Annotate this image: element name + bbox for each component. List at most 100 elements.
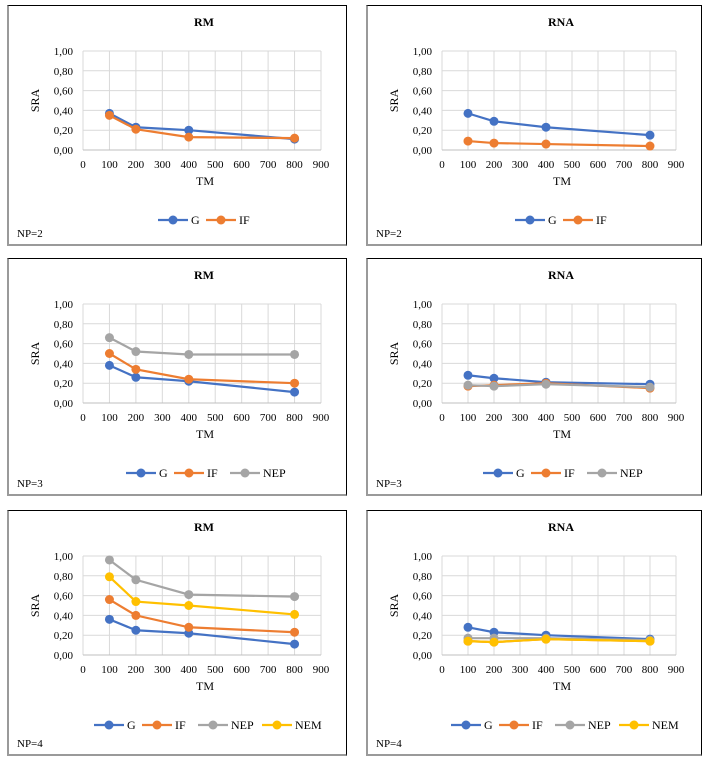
- legend-marker-nem: [272, 720, 282, 730]
- data-point-nep: [489, 381, 499, 391]
- data-point-nep: [541, 379, 551, 389]
- x-tick-label: 100: [460, 159, 477, 171]
- chart-title: RNA: [548, 268, 574, 282]
- series-line-nep: [108, 336, 295, 356]
- y-tick-label: 0,00: [413, 398, 433, 410]
- legend-label-nem: NEM: [295, 718, 322, 732]
- data-point-nem: [290, 609, 300, 619]
- x-tick-label: 100: [460, 664, 477, 676]
- data-point-nem: [104, 572, 114, 582]
- x-tick-label: 500: [207, 412, 224, 424]
- data-point-g: [104, 614, 114, 624]
- y-tick-label: 0,20: [413, 125, 433, 137]
- x-tick-label: 0: [80, 664, 86, 676]
- chart-panel-np3-rm: RM 0,00 0,20 0,40 0,60 0,80 1,00 0 100 200 300 400 5…: [7, 258, 347, 496]
- legend-label-if: IF: [532, 718, 543, 732]
- legend-label-if: IF: [564, 466, 575, 480]
- legend-marker-if: [541, 468, 551, 478]
- series-line-nep: [108, 559, 295, 598]
- y-tick-label: 0,00: [413, 145, 433, 157]
- data-point-if: [104, 349, 114, 358]
- legend-marker-g: [136, 468, 146, 478]
- data-point-g: [104, 360, 114, 370]
- data-point-g: [489, 116, 499, 126]
- legend-marker-if: [573, 215, 583, 225]
- chart-svg: RM 0,00 0,20 0,40 0,60 0,80 1,00 0 100 200 300 400 5…: [28, 520, 330, 732]
- data-point-g: [463, 108, 473, 118]
- x-tick-label: 400: [538, 412, 555, 424]
- legend-marker-nep: [597, 468, 607, 478]
- y-tick-label: 0,40: [413, 105, 433, 117]
- y-tick-label: 1,00: [413, 551, 433, 563]
- data-point-g: [290, 639, 300, 649]
- chart-svg: RNA 0,00 0,20 0,40 0,60 0,80 1,00 0 100 200 300 400…: [387, 520, 685, 732]
- y-tick-label: 0,80: [54, 319, 74, 331]
- data-point-g: [645, 130, 655, 140]
- data-point-if: [290, 627, 300, 637]
- data-point-nep: [290, 592, 300, 602]
- chart-panel-np4-rm: RM 0,00 0,20 0,40 0,60 0,80 1,00 0 100 200 300 400 5…: [7, 510, 347, 756]
- y-tick-label: 0,60: [54, 591, 74, 603]
- data-point-if: [645, 141, 655, 151]
- series-line-g: [467, 626, 651, 641]
- np-label: NP=4: [17, 738, 43, 750]
- x-tick-label: 300: [154, 664, 171, 676]
- data-point-if: [184, 374, 194, 384]
- chart-svg: RM 0,00 0,20 0,40 0,60 0,80 1,00 0 100 200 300 400 5…: [28, 268, 330, 480]
- y-tick-label: 1,00: [54, 299, 74, 311]
- x-tick-label: 300: [512, 159, 529, 171]
- x-tick-label: 400: [181, 664, 198, 676]
- legend-marker-if: [152, 720, 162, 730]
- legend-marker-if: [216, 215, 226, 225]
- legend-label-nep: NEP: [588, 718, 611, 732]
- legend-marker-g: [525, 215, 535, 225]
- series-line-g: [109, 618, 295, 646]
- x-tick-label: 800: [286, 412, 303, 424]
- np-label: NP=3: [376, 478, 402, 490]
- x-axis-label: TM: [553, 679, 571, 693]
- x-tick-label: 100: [101, 159, 118, 171]
- y-tick-label: 1,00: [54, 46, 74, 58]
- np-label: NP=4: [376, 738, 402, 750]
- y-axis-label: SRA: [28, 341, 42, 365]
- x-tick-label: 400: [538, 159, 555, 171]
- x-tick-label: 400: [181, 412, 198, 424]
- data-point-if: [131, 610, 141, 620]
- x-tick-label: 500: [564, 159, 581, 171]
- chart-title: RNA: [548, 520, 574, 534]
- x-tick-label: 600: [233, 159, 250, 171]
- data-point-nep: [184, 590, 194, 600]
- x-tick-label: 700: [260, 664, 277, 676]
- legend-marker-g: [104, 720, 114, 730]
- legend-marker-g: [493, 468, 503, 478]
- x-tick-label: 200: [128, 664, 145, 676]
- x-axis-label: TM: [196, 174, 214, 188]
- y-tick-label: 0,40: [413, 610, 433, 622]
- y-tick-label: 0,40: [54, 610, 74, 622]
- chart-panel-np2-rna: RNA 0,00 0,20 0,40 0,60 0,80 1,00 0 100 200 300 400…: [366, 5, 702, 246]
- x-tick-label: 500: [564, 664, 581, 676]
- x-tick-label: 600: [590, 159, 607, 171]
- series-line-if: [467, 139, 651, 148]
- y-tick-label: 0,80: [413, 319, 433, 331]
- x-axis-label: TM: [553, 427, 571, 441]
- y-axis-label: SRA: [28, 88, 42, 112]
- series-line-if: [108, 114, 295, 140]
- x-tick-label: 0: [439, 159, 445, 171]
- x-tick-label: 300: [512, 412, 529, 424]
- np-label: NP=3: [17, 478, 43, 490]
- data-point-if: [489, 138, 499, 148]
- legend-marker-if: [509, 720, 519, 730]
- legend-marker-g: [461, 720, 471, 730]
- data-point-nem: [131, 597, 141, 607]
- x-tick-label: 500: [207, 159, 224, 171]
- y-tick-label: 1,00: [413, 299, 433, 311]
- x-tick-label: 0: [439, 412, 445, 424]
- legend-marker-nem: [629, 720, 639, 730]
- x-tick-label: 100: [101, 664, 118, 676]
- y-axis-label: SRA: [387, 341, 401, 365]
- x-tick-label: 900: [313, 159, 330, 171]
- data-point-nem: [463, 636, 473, 646]
- legend-label-nep: NEP: [263, 466, 286, 480]
- y-axis-label: SRA: [28, 593, 42, 617]
